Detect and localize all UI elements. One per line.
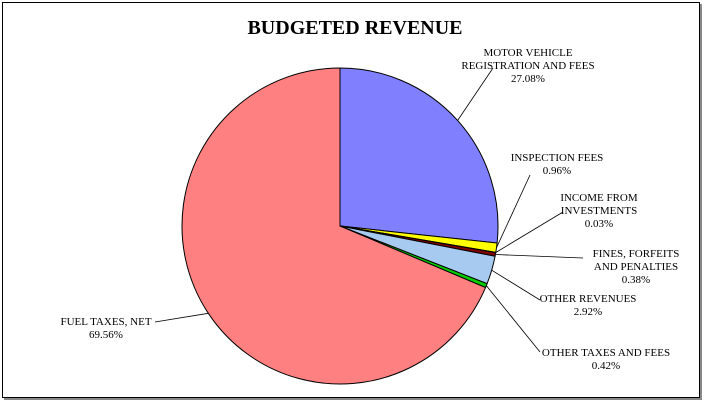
slice-value-label: 0.38% [622,274,650,286]
pie-slice-motor-vehicle-registration-and-fees [339,67,499,244]
slice-label-2: INCOME FROM INVESTMENTS 0.03% [560,192,638,230]
slice-value-label: 27.08% [511,73,545,85]
leader-line-6 [154,312,209,323]
chart-title: BUDGETED REVENUE [247,17,462,39]
slice-label-3: FINES, FORFEITS AND PENALTIES 0.38% [593,248,680,286]
slice-label-6: FUEL TAXES, NET 69.56% [60,316,151,341]
slice-name-label: INCOME FROM [560,192,638,204]
slice-name-label: OTHER TAXES AND FEES [542,347,670,359]
slice-name-label: FUEL TAXES, NET [60,316,151,328]
slice-value-label: 0.03% [585,218,613,230]
leader-line-1 [496,174,531,248]
leader-line-5 [485,285,541,353]
slice-value-label: 0.96% [543,165,571,177]
slice-label-5: OTHER TAXES AND FEES 0.42% [542,347,670,372]
leader-line-3 [495,254,584,259]
slice-name-label: INSPECTION FEES [511,152,604,164]
slice-name-label: FINES, FORFEITS [593,248,680,260]
pie-slice-fuel-taxes-net [181,67,487,385]
slice-value-label: 0.42% [592,360,620,372]
leader-lines [154,67,584,353]
slice-name-label: OTHER REVENUES [540,293,637,305]
slice-label-1: INSPECTION FEES 0.96% [511,152,604,177]
slice-name-label: REGISTRATION AND FEES [461,60,594,72]
pie-slices [181,67,499,385]
leader-line-2 [495,211,564,253]
slice-label-0: MOTOR VEHICLE REGISTRATION AND FEES 27.08% [461,47,594,85]
slice-labels: MOTOR VEHICLE REGISTRATION AND FEES 27.08%… [60,47,679,372]
slice-label-4: OTHER REVENUES 2.92% [540,293,637,318]
slice-name-label: AND PENALTIES [594,261,678,273]
slice-value-label: 2.92% [574,306,602,318]
leader-line-4 [491,269,541,301]
leader-line-0 [457,67,494,121]
slice-value-label: 69.56% [89,329,123,341]
slice-name-label: INVESTMENTS [561,205,637,217]
slice-name-label: MOTOR VEHICLE [483,47,572,59]
